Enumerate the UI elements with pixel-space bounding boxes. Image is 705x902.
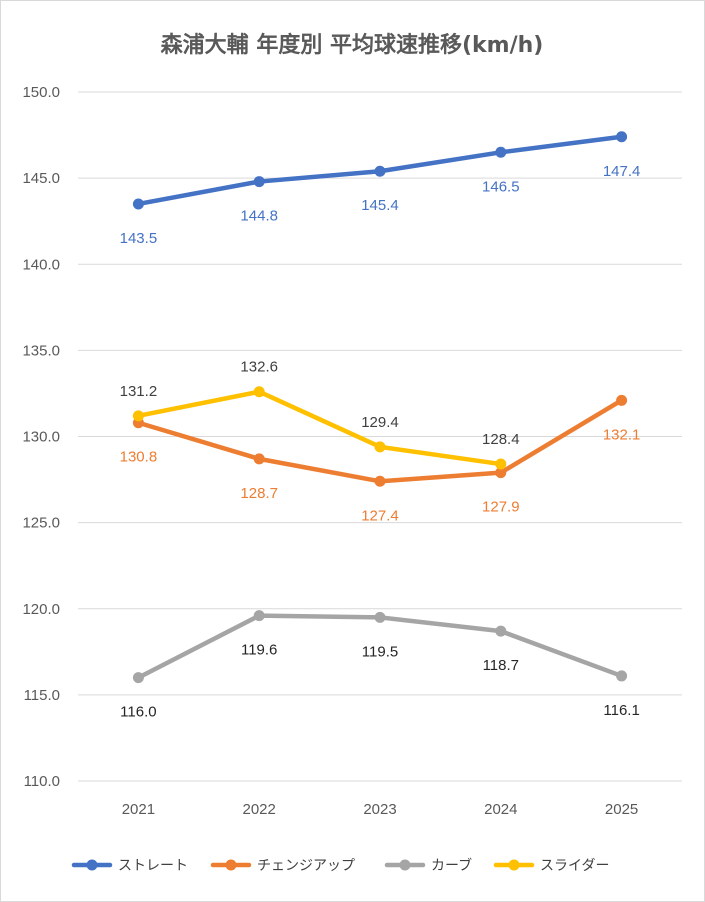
data-point	[374, 475, 386, 487]
data-label: 143.5	[120, 230, 158, 247]
data-label: 131.2	[120, 383, 158, 400]
x-axis: 2021 2022 2023 2024 2025	[122, 801, 639, 818]
data-label: 147.4	[603, 163, 641, 180]
data-point	[616, 131, 628, 143]
data-point	[253, 453, 265, 465]
y-tick-label: 135.0	[22, 342, 60, 359]
data-point	[132, 410, 144, 422]
y-tick-label: 115.0	[24, 687, 60, 704]
data-label: 132.1	[603, 426, 641, 443]
data-point	[132, 672, 144, 684]
data-label: 144.8	[240, 208, 278, 225]
data-point	[253, 610, 265, 622]
data-point	[616, 394, 628, 406]
legend-swatch-marker	[86, 859, 98, 871]
legend: ストレート チェンジアップ カーブ スライダー	[71, 857, 609, 874]
data-point	[253, 386, 265, 398]
y-tick-label: 130.0	[22, 429, 60, 446]
legend-swatch-marker	[225, 859, 237, 871]
series-group	[132, 131, 628, 684]
data-label: 118.7	[483, 657, 519, 674]
x-tick-label: 2023	[363, 801, 396, 818]
data-label: 129.4	[361, 414, 399, 431]
data-point	[495, 625, 507, 637]
legend-label: カーブ	[431, 857, 472, 874]
data-label: 145.4	[361, 197, 399, 214]
legend-label: スライダー	[540, 858, 609, 874]
data-point	[132, 198, 144, 210]
chart-title: 森浦大輔 年度別 平均球速推移(km/h)	[161, 32, 544, 58]
x-tick-label: 2021	[122, 801, 155, 818]
gridlines	[78, 91, 682, 782]
data-label: 127.9	[482, 499, 520, 516]
data-label: 119.6	[241, 642, 277, 659]
data-label: 116.1	[603, 702, 639, 719]
x-tick-label: 2024	[484, 801, 517, 818]
series-line-1	[136, 398, 624, 484]
data-labels: 143.5 144.8 145.4 146.5 147.4 130.8 128.7 127.4…	[120, 163, 641, 721]
data-point	[495, 146, 507, 158]
y-tick-label: 120.0	[22, 601, 60, 618]
data-point	[374, 611, 386, 623]
y-tick-label: 150.0	[22, 84, 60, 101]
legend-label: チェンジアップ	[257, 858, 355, 874]
y-tick-label: 125.0	[22, 515, 60, 532]
data-label: 146.5	[482, 178, 520, 195]
data-label: 119.5	[362, 643, 398, 660]
data-point	[495, 458, 507, 470]
data-label: 132.6	[240, 359, 278, 376]
data-label: 130.8	[120, 449, 158, 466]
data-label: 127.4	[361, 507, 399, 524]
data-label: 116.0	[120, 704, 156, 721]
y-tick-label: 145.0	[22, 170, 60, 187]
series-line-3	[136, 389, 504, 467]
legend-swatch-marker	[399, 859, 411, 871]
data-point	[616, 670, 628, 682]
data-point	[253, 176, 265, 188]
data-label: 128.4	[482, 431, 520, 448]
y-tick-label: 140.0	[22, 256, 60, 273]
data-point	[374, 165, 386, 177]
data-point	[374, 441, 386, 453]
y-tick-label: 110.0	[24, 773, 60, 790]
data-point	[495, 467, 507, 479]
x-tick-label: 2022	[243, 801, 276, 818]
data-label: 128.7	[240, 485, 278, 502]
legend-label: ストレート	[118, 858, 188, 874]
y-axis: 110.0 115.0 120.0 125.0 130.0 135.0 140.0 145.0…	[22, 84, 60, 790]
x-tick-label: 2025	[605, 801, 638, 818]
legend-swatch-marker	[508, 859, 520, 871]
